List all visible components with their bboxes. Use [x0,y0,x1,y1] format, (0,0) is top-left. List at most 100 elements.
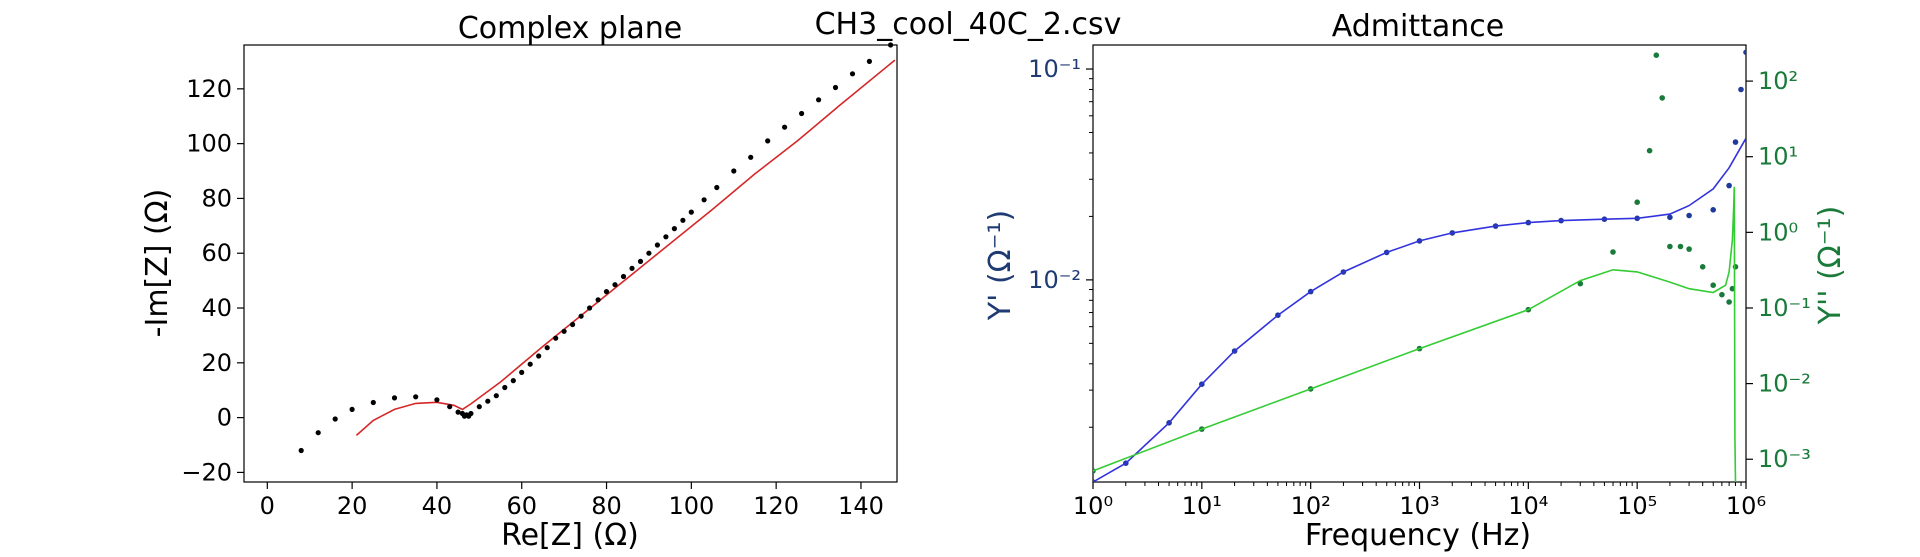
x-tick-label: 80 [591,492,622,520]
y-tick-label: −20 [181,458,232,486]
admittance-title: Admittance [1332,9,1504,44]
data-point [603,289,610,295]
left-y-tick-label: 10⁻¹ [1028,55,1081,83]
data-point [536,353,542,359]
data-point [315,430,321,436]
data-point [748,154,754,160]
y-imag-point [1610,249,1616,255]
x-tick-label: 140 [838,492,884,520]
y-imag-point [1646,147,1653,154]
data-point [298,447,304,454]
complex-plane-y-label: -Im[Z] (Ω) [140,189,175,338]
x-tick-label: 40 [422,492,453,520]
admittance-x-label: Frequency (Hz) [1305,518,1531,553]
fit-line [355,59,896,436]
y-real-point [1686,212,1692,219]
data-point [527,361,533,367]
data-point [688,209,694,215]
data-point [888,42,894,48]
data-point [447,404,453,410]
y-imag-point [1634,199,1640,205]
data-point [570,321,576,328]
data-point [553,335,559,341]
x-tick-label: 10⁴ [1508,492,1548,520]
y-real-point [1738,86,1744,93]
y-tick-label: 60 [201,239,232,267]
data-point [799,110,805,117]
admittance-plot-area [1093,49,1746,482]
y-imag-point [1710,282,1716,289]
data-point [468,410,474,417]
data-point [671,226,678,232]
y-tick-label: 0 [217,404,232,432]
x-tick-label: 10³ [1399,492,1439,520]
y-real-point [1743,49,1746,56]
right-y-tick-label: 10² [1758,67,1798,95]
data-point [332,416,338,422]
data-point [680,217,686,223]
right-y-tick-label: 10⁻³ [1758,445,1811,473]
x-tick-label: 120 [753,492,799,520]
y-tick-label: 80 [201,184,232,212]
data-point [701,197,707,203]
data-point [629,265,635,271]
data-point [391,395,398,401]
x-tick-label: 0 [260,492,275,520]
data-point [561,328,567,334]
x-tick-label: 10⁵ [1617,492,1657,520]
y-tick-label: 20 [201,349,232,377]
admittance-frame [1092,44,1747,483]
admittance-left-y-ticks: 10⁻² 10⁻¹ [1028,55,1093,428]
y-real-point [1667,214,1673,221]
y-imag-point [1667,243,1673,250]
admittance-right-y-ticks: 10⁻³ 10⁻² 10⁻¹ 10⁰ 10¹ 10² [1746,67,1811,473]
data-point [349,406,355,412]
data-point [595,297,601,303]
left-y-tick-label: 10⁻² [1028,266,1081,294]
complex-plane-title: Complex plane [458,11,682,46]
complex-plane-chart: Complex plane 0 20 40 60 80 100 120 140 −20 0 20 4… [140,11,898,553]
data-point [849,71,856,77]
y-imag-point [1653,52,1660,58]
data-point [612,282,618,288]
y-real-point [1726,182,1732,189]
admittance-x-ticks: 10⁰ 10¹ 10² 10³ 10⁴ 10⁵ 10⁶ [1073,482,1766,520]
data-point [476,404,482,410]
y-imag-point [1699,264,1706,270]
right-y-tick-label: 10⁻² [1758,370,1811,398]
y-imag-point [1726,299,1732,305]
data-point [637,258,644,264]
right-y-tick-label: 10⁰ [1758,218,1798,246]
data-point [866,58,873,64]
y-imag-fit-line [1093,186,1737,482]
data-point [519,369,525,375]
complex-plane-x-label: Re[Z] (Ω) [501,518,639,553]
complex-plane-frame [243,44,898,483]
data-point [663,234,669,240]
y-imag-point [1719,291,1725,298]
figure-title: CH3_cool_40C_2.csv [815,7,1122,42]
x-tick-label: 10⁰ [1073,492,1113,520]
data-point [714,184,720,191]
x-tick-label: 60 [506,492,537,520]
x-tick-label: 100 [668,492,714,520]
x-tick-label: 10¹ [1182,492,1222,520]
data-point [731,168,737,174]
data-point [413,394,419,400]
data-point [370,399,376,406]
x-tick-label: 20 [337,492,368,520]
data-point [510,378,516,384]
admittance-chart: Admittance 10⁰ 10¹ 10² 10³ 10⁴ 10⁵ 10⁶ 10⁻²10⁻… [983,9,1848,553]
admittance-series [1093,49,1746,482]
y-tick-label: 120 [186,75,232,103]
complex-plane-y-ticks: −20 0 20 40 60 80 100 120 [181,75,244,486]
data-point [587,305,593,311]
y-tick-label: 40 [201,294,232,322]
y-imag-point [1677,243,1684,250]
data-point [816,97,822,103]
data-point [654,242,661,248]
data-point [493,393,499,399]
complex-plane-x-ticks: 0 20 40 60 80 100 120 140 [260,482,884,520]
data-point [502,384,508,391]
